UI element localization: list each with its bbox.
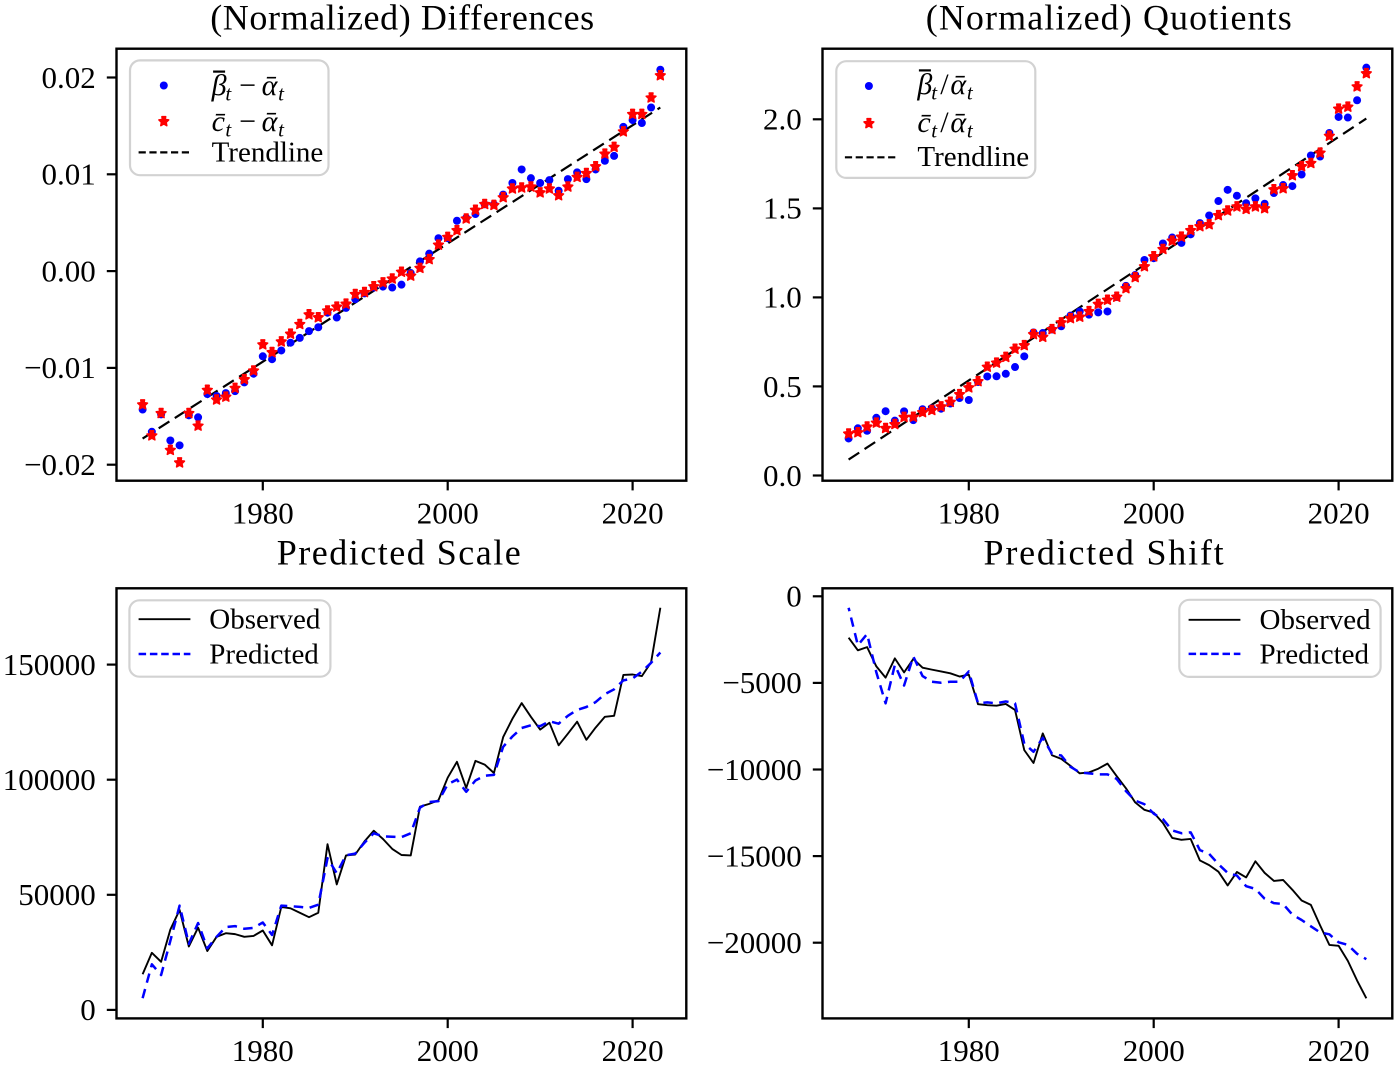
svg-text:1.0: 1.0 (763, 280, 802, 315)
svg-text:100000: 100000 (3, 762, 96, 797)
svg-text:−0.02: −0.02 (24, 447, 96, 482)
svg-text:Predicted: Predicted (209, 639, 319, 671)
svg-text:−5000: −5000 (722, 665, 801, 700)
svg-text:t: t (967, 119, 974, 143)
svg-text:c̄: c̄ (917, 106, 931, 139)
svg-text:Predicted Scale: Predicted Scale (277, 533, 522, 573)
svg-text:1980: 1980 (232, 495, 294, 530)
svg-text:2020: 2020 (1308, 1033, 1370, 1068)
svg-text:(Normalized) Quotients: (Normalized) Quotients (926, 0, 1293, 38)
svg-text:Predicted Shift: Predicted Shift (984, 533, 1226, 573)
svg-text:ᾱ: ᾱ (950, 106, 967, 139)
svg-text:−10000: −10000 (707, 752, 802, 787)
svg-text:−0.01: −0.01 (24, 350, 96, 385)
svg-text:1980: 1980 (938, 495, 1000, 530)
svg-text:ᾱ: ᾱ (262, 69, 279, 102)
svg-text:0.02: 0.02 (42, 60, 96, 95)
svg-text:(Normalized) Differences: (Normalized) Differences (210, 0, 595, 38)
svg-text:Trendline: Trendline (917, 141, 1029, 173)
svg-text:2.0: 2.0 (763, 102, 802, 137)
svg-text:ᾱ: ᾱ (262, 105, 279, 138)
svg-text:2020: 2020 (1308, 495, 1370, 530)
svg-text:−: − (239, 105, 256, 138)
svg-text:β: β (916, 68, 932, 101)
svg-text:t: t (931, 80, 938, 104)
svg-text:2000: 2000 (1123, 1033, 1185, 1068)
svg-text:Observed: Observed (209, 604, 321, 636)
svg-text:0.00: 0.00 (42, 253, 96, 288)
svg-text:0.01: 0.01 (42, 157, 96, 192)
svg-text:2000: 2000 (1123, 495, 1185, 530)
svg-text:t: t (278, 118, 285, 142)
svg-text:2000: 2000 (417, 495, 479, 530)
svg-text:c̄: c̄ (212, 105, 226, 138)
svg-text:50000: 50000 (18, 877, 96, 912)
svg-text:−: − (239, 69, 256, 102)
svg-text:Observed: Observed (1260, 604, 1372, 636)
svg-text:/: / (940, 106, 949, 139)
svg-text:t: t (225, 118, 232, 142)
svg-text:0: 0 (80, 992, 96, 1027)
svg-text:t: t (931, 119, 938, 143)
svg-text:0.0: 0.0 (763, 458, 802, 493)
svg-text:150000: 150000 (3, 647, 96, 682)
svg-text:2020: 2020 (602, 495, 664, 530)
svg-text:t: t (967, 80, 974, 104)
svg-text:−15000: −15000 (707, 838, 802, 873)
svg-text:1.5: 1.5 (763, 191, 802, 226)
svg-text:2020: 2020 (602, 1033, 664, 1068)
svg-text:/: / (940, 68, 949, 101)
svg-text:1980: 1980 (232, 1033, 294, 1068)
svg-text:t: t (278, 82, 285, 106)
svg-text:1980: 1980 (938, 1033, 1000, 1068)
svg-text:Trendline: Trendline (212, 137, 324, 169)
svg-text:β: β (211, 69, 227, 102)
svg-text:ᾱ: ᾱ (950, 68, 967, 101)
svg-text:0.5: 0.5 (763, 369, 802, 404)
svg-text:2000: 2000 (417, 1033, 479, 1068)
svg-text:Predicted: Predicted (1260, 639, 1370, 671)
svg-text:0: 0 (786, 579, 802, 614)
svg-text:t: t (225, 82, 232, 106)
svg-text:−20000: −20000 (707, 925, 802, 960)
